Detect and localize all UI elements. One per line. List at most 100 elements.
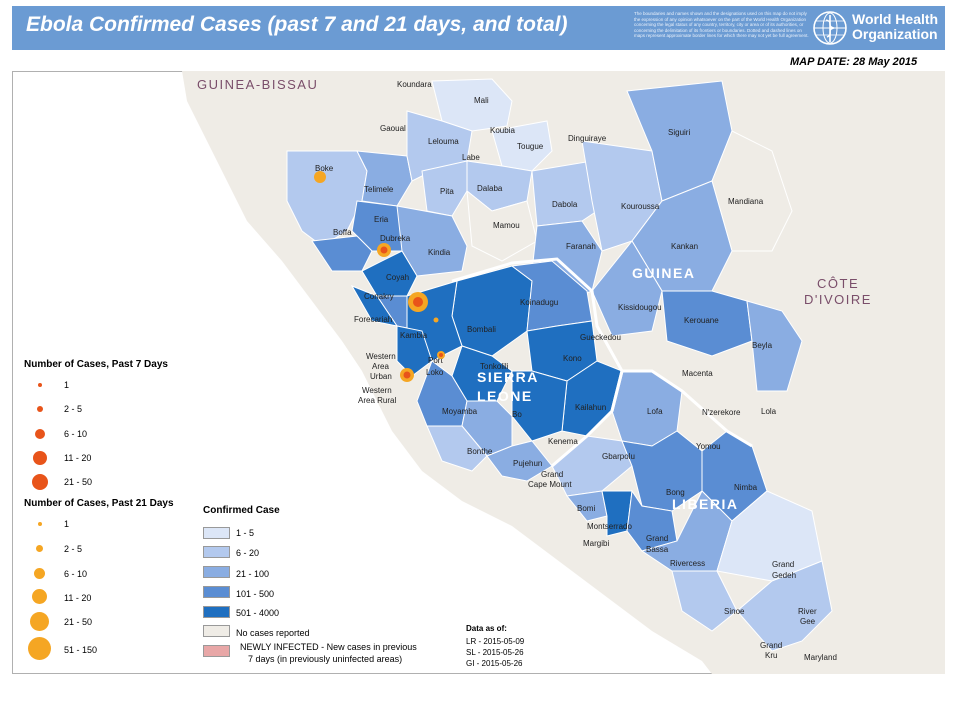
district-label: Maryland (804, 653, 837, 662)
district-label: Area Rural (358, 396, 396, 405)
district-label: Cape Mount (528, 480, 572, 489)
district-label: Grand (646, 534, 668, 543)
legend-swatch-501-4000 (203, 606, 230, 618)
title-bar: Ebola Confirmed Cases (past 7 and 21 day… (12, 6, 945, 50)
legend-21day-dot-4 (32, 589, 47, 604)
legend-7day-label: 1 (64, 380, 70, 390)
guinea-regions (286, 78, 803, 392)
legend-swatch-1-5 (203, 527, 230, 539)
district-label: Koundara (397, 80, 432, 89)
district-label: Gaoual (380, 124, 406, 133)
district-label: Telimele (364, 185, 394, 194)
legend-confirmed-label: No cases reported (236, 628, 310, 638)
district-label: Urban (370, 372, 392, 381)
circle-21day-kambia (433, 317, 439, 323)
legend-7day-label: 6 - 10 (64, 429, 88, 439)
district-label: Beyla (752, 341, 773, 350)
legend-swatch-6-20 (203, 546, 230, 558)
disclaimer-text: The boundaries and names shown and the d… (634, 11, 809, 39)
country-label-guinea: GUINEA (632, 265, 695, 281)
case-circles (314, 171, 445, 382)
legend-7day-dot-4 (33, 451, 47, 465)
district-label: Dabola (552, 200, 578, 209)
district-label: Bo (512, 410, 522, 419)
district-label: Bassa (646, 545, 669, 554)
district-label: Lelouma (428, 137, 459, 146)
map-title: Ebola Confirmed Cases (past 7 and 21 day… (26, 13, 568, 36)
district-label: Koubia (490, 126, 515, 135)
legend-confirmed-label: 6 - 20 (236, 548, 260, 558)
district-label: Kerouane (684, 316, 719, 325)
district-label: Gbarpolu (602, 452, 635, 461)
circle-7day-port-loko (439, 353, 443, 357)
liberia-regions (551, 370, 833, 652)
district-label: Kouroussa (621, 202, 660, 211)
district-label: Kindia (428, 248, 451, 257)
legend-swatch-101-500 (203, 586, 230, 598)
district-label: Kankan (671, 242, 698, 251)
legend-newly-infected-line2: 7 days (in previously uninfected areas) (248, 654, 403, 664)
district-label: Mali (474, 96, 489, 105)
legend-7day-label: 11 - 20 (64, 453, 92, 463)
district-label: Pita (440, 187, 454, 196)
country-label-cote-line2: D'IVOIRE (804, 292, 872, 307)
legend-7day-dot-5 (32, 474, 48, 490)
district-label: Bomi (577, 504, 595, 513)
legend-21day-dot-3 (34, 568, 45, 579)
district-label: Kailahun (575, 403, 606, 412)
district-label: Tonkolili (480, 362, 509, 371)
district-label: Boffa (333, 228, 352, 237)
district-label: Port (428, 356, 443, 365)
map-canvas: GUINEA-BISSAU GUINEA CÔTE D'IVOIRE SIERR… (182, 71, 945, 674)
who-logotype: World Health Organization (852, 12, 938, 42)
legend-7day-title: Number of Cases, Past 7 Days (24, 359, 168, 370)
org-name-line1: World Health (852, 11, 939, 27)
legend-21day-label: 21 - 50 (64, 617, 93, 627)
district-label: Montserrado (587, 522, 632, 531)
district-label: Siguiri (668, 128, 690, 137)
district-label: Coyah (386, 273, 409, 282)
district-label: Western (366, 352, 396, 361)
district-label: Loko (426, 368, 444, 377)
district-label: Dinguiraye (568, 134, 607, 143)
country-label-sierra-line2: LEONE (477, 388, 533, 404)
legend-swatch-no-cases (203, 625, 230, 637)
legend-7day-dot-1 (38, 383, 42, 387)
legend-21day-label: 2 - 5 (64, 544, 83, 554)
circle-7day-western-area (403, 371, 411, 379)
legend-confirmed-title: Confirmed Case (203, 505, 280, 516)
district-label: Conakry (364, 292, 394, 301)
liberia-border (610, 369, 753, 448)
data-as-of-line: GI - 2015-05-26 (466, 659, 523, 668)
district-label: Margibi (583, 539, 609, 548)
who-emblem-icon (813, 11, 847, 45)
district-label: Kambia (400, 331, 428, 340)
country-label-sierra-line1: SIERRA (477, 369, 539, 385)
data-as-of-line: SL - 2015-05-26 (466, 648, 524, 657)
district-label: Western (362, 386, 392, 395)
legend-confirmed-label: 1 - 5 (236, 528, 255, 538)
legend-confirmed-label: 501 - 4000 (236, 608, 280, 618)
legend-newly-infected-line1: NEWLY INFECTED - New cases in previous (240, 642, 417, 652)
district-label: Sinoe (724, 607, 745, 616)
legend-7day-dot-2 (37, 406, 43, 412)
district-label: Gee (800, 617, 816, 626)
legend-confirmed-label: 101 - 500 (236, 589, 275, 599)
district-label: Gueckedou (580, 333, 621, 342)
org-name-line2: Organization (852, 26, 938, 42)
district-label: Mandiana (728, 197, 764, 206)
legend-21day-dot-6 (28, 637, 51, 660)
legend-21day-dot-1 (38, 522, 42, 526)
legend-swatch-newly-infected (203, 645, 230, 657)
district-label: River (798, 607, 817, 616)
district-label: Grand (772, 560, 794, 569)
legend-21day-dot-2 (36, 545, 43, 552)
sierra-leone-border (451, 257, 624, 468)
circle-21day-boke (314, 171, 326, 183)
district-label: Lola (761, 407, 777, 416)
district-label: Grand (541, 470, 563, 479)
district-label: Eria (374, 215, 389, 224)
district-label: Koinadugu (520, 298, 558, 307)
district-label: Nimba (734, 483, 758, 492)
legend-21day-label: 6 - 10 (64, 569, 88, 579)
